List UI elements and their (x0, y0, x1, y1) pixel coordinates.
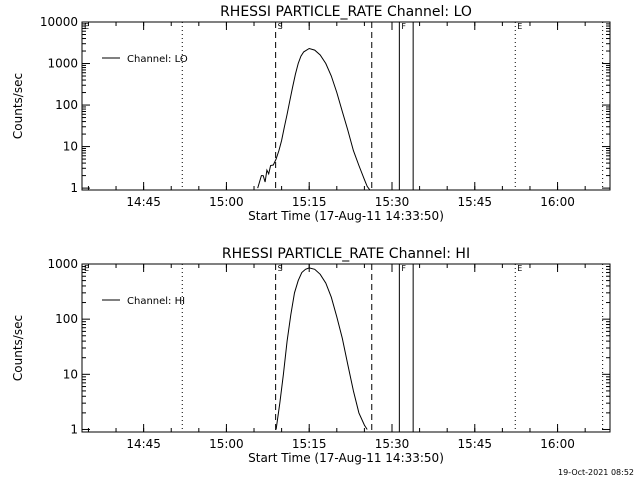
series-line (257, 47, 371, 191)
y-axis-label: Counts/sec (11, 315, 25, 381)
y-tick-label: 10 (63, 140, 78, 154)
series-line (275, 267, 368, 430)
y-tick-label: 100 (55, 98, 78, 112)
x-tick-label: 15:15 (292, 437, 327, 451)
y-tick-label: 10000 (40, 15, 78, 29)
time-mark-label: F (401, 22, 406, 31)
x-tick-label: 16:00 (540, 437, 575, 451)
y-tick-label: 100 (55, 312, 78, 326)
y-tick-label: 1000 (47, 257, 78, 271)
plot-frame (81, 21, 611, 191)
x-tick-label: 15:00 (209, 437, 244, 451)
legend-label: Channel: HI (127, 296, 185, 307)
x-tick-label: 15:45 (457, 437, 492, 451)
y-tick-label: 10 (63, 367, 78, 381)
y-tick-label: 1 (70, 422, 78, 436)
chart-title: RHESSI PARTICLE_RATE Channel: LO (220, 4, 472, 20)
time-mark-label: S (278, 22, 283, 31)
y-axis-label: Counts/sec (11, 73, 25, 139)
x-tick-label: 14:45 (126, 437, 161, 451)
x-tick-label: 15:30 (375, 195, 410, 209)
time-mark-label: F (401, 264, 406, 273)
x-tick-label: 15:30 (375, 437, 410, 451)
y-tick-label: 1 (70, 181, 78, 195)
plot-frame (81, 263, 611, 433)
x-axis-label: Start Time (17-Aug-11 14:33:50) (248, 451, 444, 465)
x-tick-label: 15:15 (292, 195, 327, 209)
time-mark-label: E (84, 264, 89, 273)
time-mark-label: E (517, 264, 522, 273)
time-mark-label: S (278, 264, 283, 273)
y-tick-label: 1000 (47, 57, 78, 71)
x-tick-label: 16:00 (540, 195, 575, 209)
footer-timestamp: 19-Oct-2021 08:52 (558, 468, 634, 477)
x-tick-label: 15:45 (457, 195, 492, 209)
chart-title: RHESSI PARTICLE_RATE Channel: HI (222, 246, 470, 262)
legend-label: Channel: LO (127, 54, 188, 65)
x-axis-label: Start Time (17-Aug-11 14:33:50) (248, 209, 444, 223)
time-mark-label: E (84, 22, 89, 31)
x-tick-label: 15:00 (209, 195, 244, 209)
time-mark-label: E (517, 22, 522, 31)
x-tick-label: 14:45 (126, 195, 161, 209)
